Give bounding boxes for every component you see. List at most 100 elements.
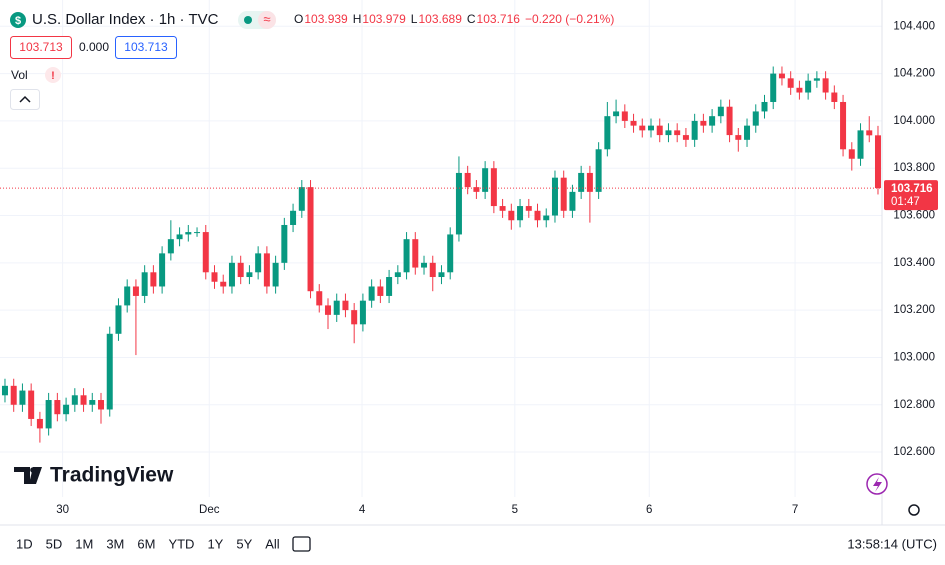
candle-body [840,101,847,150]
range-button[interactable]: 5D [46,536,63,551]
change: −0.220 (−0.21%) [525,12,614,26]
range-button[interactable]: All [265,536,280,551]
candle-body [674,130,681,136]
candle-body [770,73,777,102]
candle-body [569,191,576,211]
volume-warning[interactable] [45,67,61,83]
range-button[interactable]: 1D [16,536,33,551]
candle-body [429,262,436,278]
ohlc-key: O [294,12,303,26]
y-tick-label: 103.400 [893,257,935,269]
candle-body [281,224,288,263]
x-tick-label: 4 [359,504,366,516]
candle-body [700,120,707,126]
collapse-button[interactable] [10,89,40,110]
candle-body [298,187,305,211]
candle-body [237,262,244,278]
candle-body [508,210,515,221]
bid-box[interactable] [10,36,72,59]
candle-body [499,206,506,211]
replay-icon [873,477,882,492]
candle-body [857,130,864,159]
candle-body [648,125,655,131]
symbol-title[interactable]: U.S. Dollar Index · 1h · TVC [32,11,219,28]
ohlc-value: 103.979 [362,12,406,26]
candle-body [848,149,855,159]
candle-body [150,272,157,287]
y-tick-label: 102.600 [893,446,935,458]
ohlc-key: C [467,12,476,26]
candle-body [272,262,279,287]
candle-body [831,92,838,102]
ohlc-value: 103.939 [304,12,348,26]
candle-body [36,418,43,429]
settings-icon[interactable] [908,504,920,516]
candle-body [717,106,724,117]
range-button[interactable]: 5Y [236,536,252,551]
ohlc-key: H [353,12,362,26]
candle-body [578,172,585,192]
last-price: 103.716 [891,183,933,195]
candle-body [351,310,358,325]
candle-body [560,177,567,211]
clock[interactable]: 13:58:14 (UTC) [847,536,937,551]
grid [0,0,882,497]
candle-body [735,135,742,140]
volume-warning-glyph: ! [51,70,55,82]
countdown: 01:47 [891,196,920,208]
candle-body [324,305,331,315]
candle-body [525,206,532,211]
candle-body [726,106,733,136]
candle-body [604,116,611,150]
candle-body [665,130,672,136]
candle-body [45,400,52,429]
x-tick-label: 30 [56,504,69,516]
candle-body [813,78,820,81]
candle-body [613,111,620,117]
candle-body [263,253,270,287]
range-button[interactable]: YTD [168,536,194,551]
y-tick-label: 104.200 [893,68,935,80]
range-button[interactable]: 3M [106,536,124,551]
candle-body [412,239,419,268]
candle-body [490,168,497,207]
candle-body [543,215,550,221]
candle-body [761,101,768,112]
candle-body [682,135,689,140]
candle-body [290,210,297,225]
candle-body [28,390,35,419]
ask-box[interactable] [115,36,177,59]
range-button[interactable]: 1Y [207,536,223,551]
candle-body [71,395,78,405]
candle-body [185,232,192,235]
candle-body [482,168,489,192]
candle-body [752,111,759,126]
candle-body [874,135,881,189]
candle-body [455,172,462,235]
date-range-icon[interactable] [292,536,311,552]
candle-body [141,272,148,296]
collapse-icon [19,95,31,103]
candle-body [98,400,105,410]
range-button[interactable]: 1M [75,536,93,551]
candle-body [438,272,445,278]
toolbar: 1D 5D 1M 3M 6M YTD 1Y 5Y All [16,536,280,551]
candle-body [89,400,96,405]
candle-body [255,253,262,273]
spread: 0.000 [79,40,109,54]
candle-body [194,232,201,234]
candle-body [159,253,166,287]
ohlc-key: L [411,12,418,26]
x-tick-label: 6 [646,504,652,516]
range-button[interactable]: 6M [137,536,155,551]
candle-body [394,272,401,278]
ohlc-legend: O 103.939 H 103.979 L 103.689 C 103.716 −0.220 (… [294,12,614,26]
candle-body [805,80,812,93]
symbol-icon [10,12,26,28]
candle-body [464,172,471,188]
candle-body [167,239,174,254]
candle-body [19,390,26,405]
ask-price: 103.713 [124,40,168,54]
